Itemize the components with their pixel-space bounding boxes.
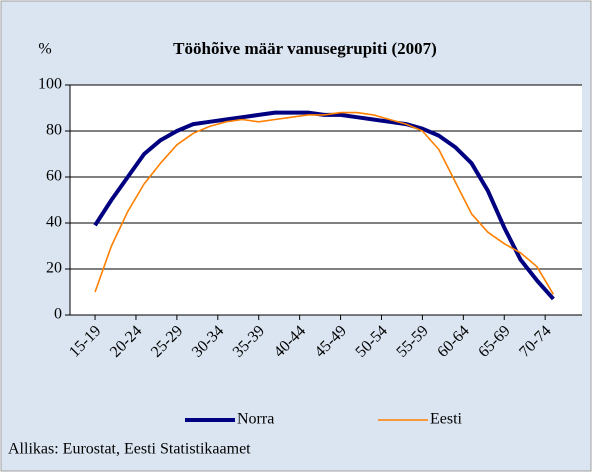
plot-area (70, 85, 582, 315)
y-tick-label: 60 (46, 168, 62, 185)
source: Allikas: Eurostat, Eesti Statistikaamet (8, 441, 251, 458)
legend-label: Eesti (430, 411, 463, 428)
y-axis-label: % (38, 41, 51, 58)
series-line (94, 111, 555, 295)
y-tick-label: 40 (46, 214, 62, 231)
legend-label: Norra (237, 411, 274, 428)
y-tick-label: 0 (54, 306, 62, 323)
y-tick-label: 100 (38, 76, 62, 93)
y-tick-label: 80 (46, 122, 62, 139)
y-tick-label: 20 (46, 260, 62, 277)
chart-title: Tööhõive määr vanusegrupiti (2007) (173, 39, 437, 58)
